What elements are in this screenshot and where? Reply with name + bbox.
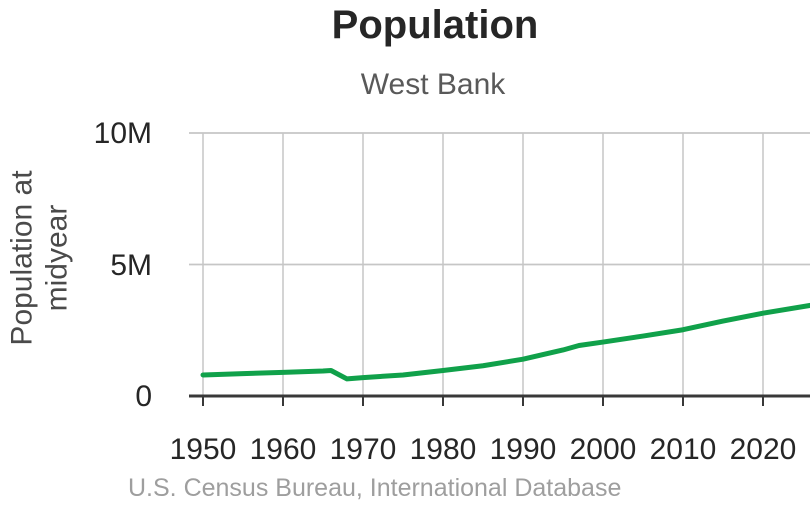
y-tick-label: 0 (135, 380, 152, 413)
x-tick-label: 1960 (249, 433, 317, 466)
chart-subtitle: West Bank (360, 68, 506, 101)
source-note: U.S. Census Bureau, International Databa… (128, 474, 622, 502)
x-tick-label: 1990 (489, 433, 557, 466)
population-line (200, 302, 810, 382)
x-tick-label: 1980 (409, 433, 477, 466)
x-tick-label: 1970 (329, 433, 397, 466)
x-tick-label: 2000 (569, 433, 637, 466)
x-tick-label: 2010 (649, 433, 717, 466)
x-tick-label: 2020 (729, 433, 797, 466)
chart-title: Population (331, 3, 539, 47)
x-tick-label: 1950 (169, 433, 237, 466)
y-tick-label: 10M (93, 117, 152, 150)
y-tick-label: 5M (110, 248, 152, 282)
